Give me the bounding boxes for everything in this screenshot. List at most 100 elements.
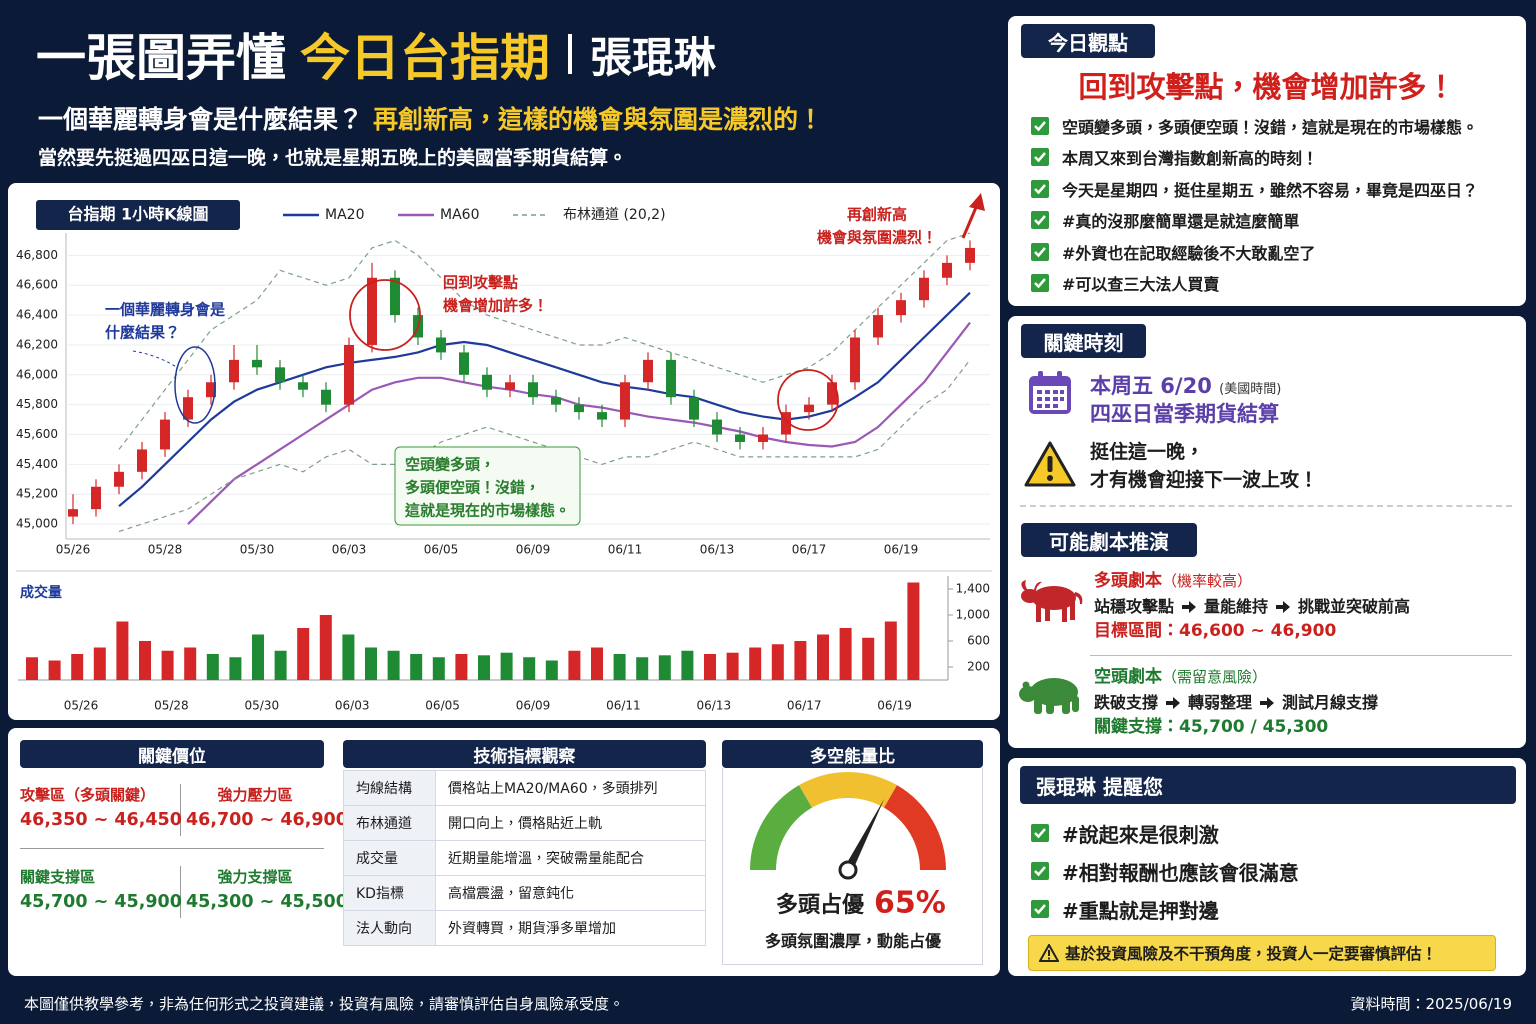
candle-body — [367, 277, 377, 345]
y-tick-label: 45,000 — [16, 517, 58, 531]
divider — [568, 34, 572, 74]
gauge-frame — [722, 768, 983, 965]
candle-body — [68, 509, 78, 517]
y-tick-label: 46,400 — [16, 308, 58, 322]
volume-bar — [161, 650, 174, 680]
annotation-leader — [132, 350, 179, 369]
volume-bar — [568, 650, 581, 680]
table-row: 法人動向 外資轉買，期貨淨多單增加 — [343, 911, 706, 946]
divider — [1020, 505, 1512, 507]
x-tick-label: 06/09 — [516, 543, 551, 557]
x-tick-label: 05/30 — [245, 699, 280, 713]
volume-bar — [771, 644, 784, 680]
checkbox — [1031, 900, 1049, 918]
date: 本周五 6/20 — [1090, 374, 1212, 398]
x-tick-label: 05/28 — [148, 543, 183, 557]
list-item-text: #真的沒那麼簡單還是就這麼簡單 — [1062, 212, 1300, 232]
bear-icon — [1019, 678, 1079, 714]
volume-bar — [749, 647, 762, 680]
key-levels-title: 關鍵價位 — [20, 740, 324, 768]
moment-event: 四巫日當季期貨結算 — [1090, 402, 1279, 426]
annotation-circle — [777, 369, 839, 431]
volume-bar — [365, 647, 377, 680]
checkbox — [1031, 274, 1049, 293]
candle-body — [827, 382, 837, 405]
volume-bar — [432, 657, 445, 680]
y-tick-label: 45,800 — [16, 397, 58, 411]
bull-scenario: 多頭劇本（機率較高） 站穩攻擊點 量能維持 挑戰並突破前高 目標區間：46,600 ~ … — [1094, 568, 1514, 644]
volume-bar — [545, 660, 558, 680]
key-level: 強力支撐區 45,300 ~ 45,500 — [186, 866, 348, 912]
step-arrow-head — [1260, 696, 1275, 709]
today-view-title: 今日觀點 — [1021, 24, 1155, 58]
volume-bar — [342, 634, 355, 680]
candle-body — [91, 486, 101, 510]
volume-bar — [613, 654, 626, 680]
warning-dot — [1047, 475, 1053, 481]
annotation: 什麼結果？ — [105, 324, 180, 342]
band-line — [118, 232, 971, 450]
checkbox-tick — [1034, 246, 1046, 258]
key-level-label: 關鍵支撐區 — [20, 868, 96, 886]
indicators-title: 技術指標觀察 — [343, 740, 706, 768]
candle-body — [275, 367, 285, 383]
key-level-label: 強力壓力區 — [217, 786, 293, 804]
y-tick-label: 45,600 — [16, 427, 58, 441]
volume-bar — [884, 621, 897, 680]
warning-mark — [1048, 950, 1050, 956]
candle-body — [137, 449, 147, 472]
table-row: KD指標 高檔震盪，留意鈍化 — [343, 876, 706, 911]
scenario-steps: 站穩攻擊點 量能維持 挑戰並突破前高 — [1094, 594, 1514, 619]
list-item-text: #重點就是押對邊 — [1062, 898, 1219, 923]
volume-bar — [206, 654, 219, 680]
table-cell: 開口向上，價格貼近上軌 — [448, 816, 602, 832]
volume-bar — [794, 641, 807, 680]
list-item: 本周又來到台灣指數創新高的時刻！ — [1030, 142, 1520, 174]
candle-body — [321, 389, 331, 405]
divider — [180, 784, 181, 836]
table-row: 布林通道 開口向上，價格貼近上軌 — [343, 806, 706, 841]
volume-bar — [839, 628, 852, 680]
volume-bar — [726, 652, 739, 680]
scenario-name: 空頭劇本 — [1094, 667, 1162, 687]
reminder-list: #說起來是很刺激 #相對報酬也應該會很滿意 #重點就是押對邊 — [1030, 814, 1510, 928]
volume-bar — [817, 634, 829, 680]
annotation: 一個華麗轉身會是 — [105, 301, 226, 319]
candle-body — [252, 359, 262, 368]
volume-bar — [500, 652, 513, 680]
candle-body — [965, 247, 975, 263]
x-tick-label: 06/13 — [697, 699, 732, 713]
list-item: #真的沒那麼簡單還是就這麼簡單 — [1030, 205, 1520, 237]
x-tick-label: 06/05 — [424, 543, 459, 557]
y-tick-label: 45,200 — [16, 487, 58, 501]
candle-body — [298, 382, 308, 390]
list-item: #可以查三大法人買賣 — [1030, 268, 1520, 300]
checkbox — [1031, 242, 1049, 261]
step-arrow — [1166, 696, 1181, 709]
key-level-range: 45,700 ~ 45,900 — [20, 892, 182, 912]
checkbox-tick — [1034, 152, 1046, 163]
gauge-label: 多頭占優 — [776, 892, 864, 918]
gauge-segment — [884, 785, 946, 870]
annotation-arrowhead — [969, 193, 985, 211]
warning-line: 才有機會迎接下一波上攻！ — [1090, 469, 1319, 491]
y-tick-label: 46,800 — [16, 248, 58, 262]
table-row-header: 布林通道 — [344, 806, 436, 840]
chart-title-box — [36, 200, 240, 230]
title-highlight: 今日台指期 — [300, 29, 550, 87]
key-level-range: 46,700 ~ 46,900 — [186, 810, 348, 830]
candle-body — [896, 300, 906, 316]
list-item-text: #說起來是很刺激 — [1062, 822, 1219, 847]
warning-text: 基於投資風險及不干預角度，投資人一定要審慎評估！ — [1065, 945, 1438, 963]
candle-body — [942, 262, 952, 278]
calendar-icon — [1029, 371, 1071, 414]
list-item: 今天是星期四，挺住星期五，雖然不容易，畢竟是四巫日？ — [1030, 173, 1520, 205]
candle-body — [804, 404, 814, 413]
candle-body — [735, 434, 745, 442]
scenario-heading: 空頭劇本（需留意風險） — [1094, 664, 1514, 690]
candle-body — [551, 397, 561, 405]
x-tick-label: 06/17 — [792, 543, 827, 557]
x-tick-label: 06/13 — [700, 543, 735, 557]
checkbox-tick — [1034, 120, 1046, 132]
author: 張琨琳 — [590, 32, 717, 82]
